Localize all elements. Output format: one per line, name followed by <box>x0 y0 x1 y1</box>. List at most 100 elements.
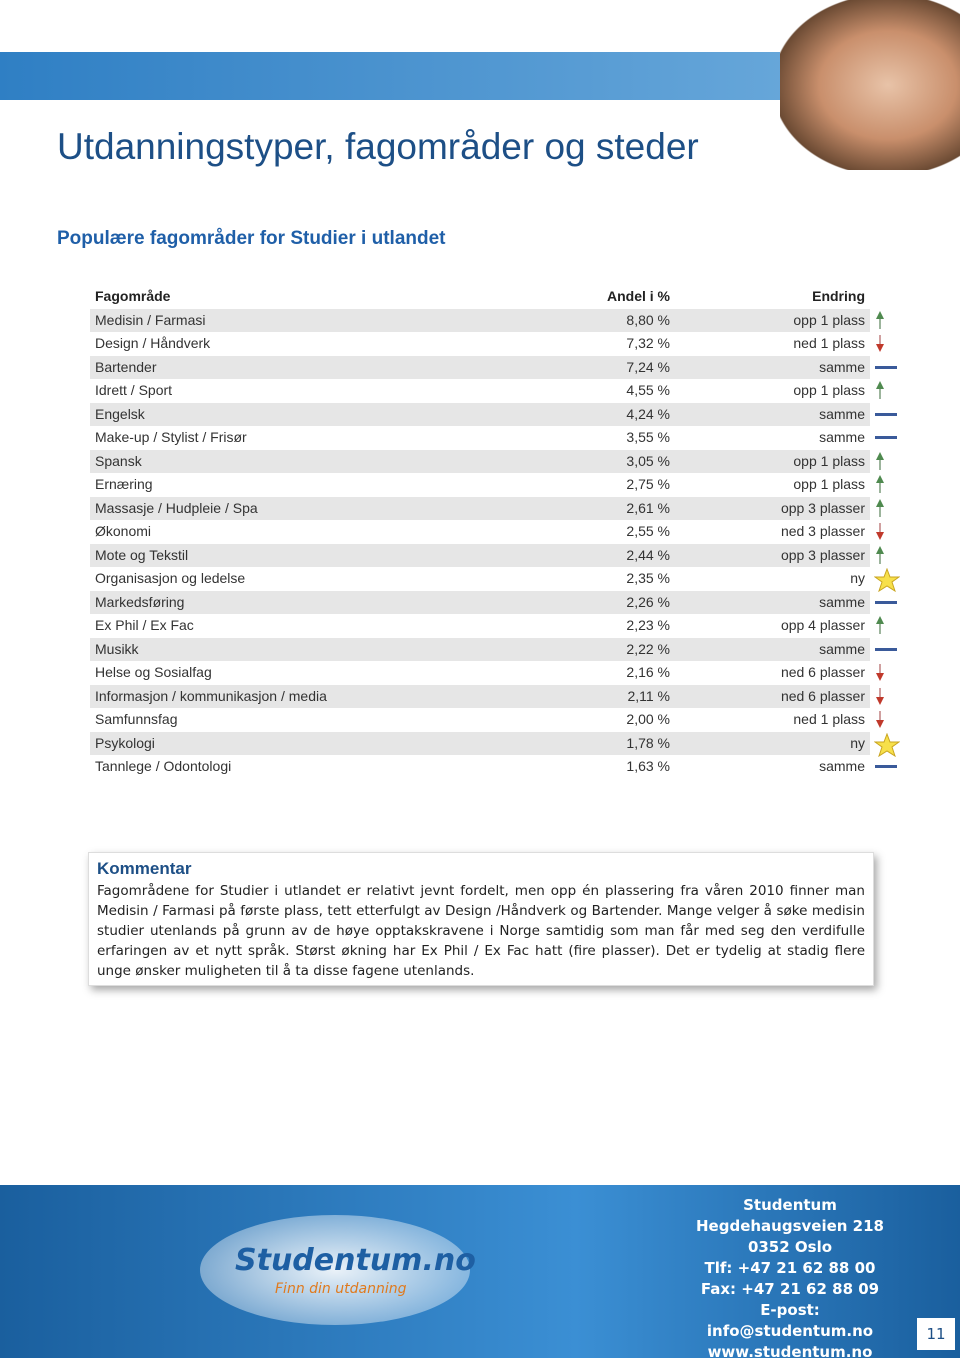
table-cell: opp 3 plasser <box>780 499 865 516</box>
table-cell: Helse og Sosialfag <box>95 664 212 680</box>
table-cell: samme <box>819 758 865 774</box>
change-icon <box>874 380 886 408</box>
change-icon <box>874 451 886 479</box>
table-row: Tannlege / Odontologi 1,63 % samme <box>90 755 897 779</box>
table-row: Design / Håndverk 7,32 % ned 1 plass <box>90 332 884 356</box>
table-cell: Informasjon / kommunikasjon / media <box>95 687 327 704</box>
table-cell: 2,00 % <box>626 711 670 727</box>
table-cell: 3,55 % <box>626 429 670 445</box>
table-cell: Bartender <box>95 358 157 375</box>
table-cell: 2,44 % <box>626 546 670 563</box>
table-row: Massasje / Hudpleie / Spa 2,61 % opp 3 pla… <box>90 496 884 520</box>
table-cell: Mote og Tekstil <box>95 546 189 563</box>
address-line: Studentum <box>743 1196 837 1214</box>
table-row: Engelsk 4,24 % samme <box>90 402 897 426</box>
change-icon <box>874 474 886 502</box>
table-row: Ex Phil / Ex Fac 2,23 % opp 4 plasser <box>90 614 884 638</box>
change-icon <box>874 615 886 643</box>
change-icon <box>874 521 886 549</box>
table-cell: ned 1 plass <box>793 335 865 351</box>
comment-title: Kommentar <box>97 859 192 878</box>
table-cell: Organisasjon og ledelse <box>95 570 246 586</box>
change-icon <box>874 333 886 361</box>
change-icon <box>874 639 898 667</box>
table-row: Organisasjon og ledelse 2,35 % ny <box>90 567 901 593</box>
header-photo <box>780 0 960 170</box>
table-cell: 8,80 % <box>626 311 670 328</box>
change-icon <box>873 567 901 600</box>
table-cell: samme <box>819 640 865 657</box>
table-cell: opp 1 plass <box>793 382 865 398</box>
table-cell: Ernæring <box>95 476 153 492</box>
table-cell: Spansk <box>95 452 142 469</box>
table-cell: ned 3 plasser <box>780 523 865 539</box>
logo-tagline: Finn din utdanning <box>275 1281 407 1297</box>
table-row: Musikk 2,22 % samme <box>90 637 897 661</box>
table-row: Idrett / Sport 4,55 % opp 1 plass <box>90 379 884 403</box>
table-cell: Tannlege / Odontologi <box>95 758 232 774</box>
table: Fagområde Andel i % Endring Medisin / Fa… <box>90 285 901 779</box>
table-cell: opp 3 plasser <box>780 546 865 563</box>
table-cell: ny <box>850 570 865 586</box>
footer-band <box>0 1185 960 1358</box>
change-icon <box>874 427 898 455</box>
address-line: 0352 Oslo <box>747 1238 833 1256</box>
table-cell: samme <box>819 429 865 445</box>
table-cell: Engelsk <box>95 405 145 422</box>
table-row: Informasjon / kommunikasjon / media 2,11 … <box>90 684 884 708</box>
table-cell: Ex Phil / Ex Fac <box>95 617 194 633</box>
table-cell: 2,75 % <box>626 476 670 492</box>
table-row: Medisin / Farmasi 8,80 % opp 1 plass <box>90 308 884 332</box>
table-cell: Design / Håndverk <box>95 335 211 351</box>
table-cell: 1,63 % <box>626 758 670 774</box>
table-cell: 1,78 % <box>626 734 670 751</box>
table-cell: opp 1 plass <box>793 476 865 492</box>
table-cell: 2,11 % <box>627 687 670 704</box>
page-number: 11 <box>917 1318 955 1350</box>
change-icon <box>874 709 886 737</box>
logo: Studentum.no Finn din utdanning <box>200 1215 476 1325</box>
address-line: Fax: +47 21 62 88 09 <box>700 1280 880 1298</box>
table-cell: Samfunnsfag <box>95 711 178 727</box>
address-line: Hegdehaugsveien 218 <box>696 1217 884 1235</box>
table-cell: 7,24 % <box>626 358 670 375</box>
logo-text: Studentum.no <box>235 1243 476 1278</box>
change-icon <box>874 592 898 620</box>
table-cell: samme <box>819 405 865 422</box>
table-header: Fagområde Andel i % Endring <box>90 285 870 309</box>
table-cell: 4,24 % <box>626 405 670 422</box>
table-cell: opp 1 plass <box>793 452 865 469</box>
table-row: Økonomi 2,55 % ned 3 plasser <box>90 520 884 544</box>
change-icon <box>874 756 898 784</box>
table-cell: 3,05 % <box>626 452 670 469</box>
table-cell: opp 4 plasser <box>780 617 865 633</box>
table-cell: opp 1 plass <box>793 311 865 328</box>
table-row: Make-up / Stylist / Frisør 3,55 % samme <box>90 426 897 450</box>
table-cell: 2,26 % <box>626 593 670 610</box>
address-line: E-post: info@studentum.no <box>706 1301 874 1340</box>
table-row: Psykologi 1,78 % ny <box>90 731 901 757</box>
table-cell: samme <box>819 358 865 375</box>
table-cell: 7,32 % <box>626 335 670 351</box>
table-row: Markedsføring 2,26 % samme <box>90 590 897 614</box>
table-row: Mote og Tekstil 2,44 % opp 3 plasser <box>90 543 884 567</box>
table-row: Ernæring 2,75 % opp 1 plass <box>90 473 884 497</box>
table-cell: Idrett / Sport <box>95 382 173 398</box>
table-cell: Make-up / Stylist / Frisør <box>95 429 247 445</box>
table-cell: ned 6 plasser <box>780 664 865 680</box>
table-cell: 2,55 % <box>626 523 670 539</box>
change-icon <box>874 545 886 573</box>
table-row: Bartender 7,24 % samme <box>90 355 897 379</box>
table-cell: ned 1 plass <box>793 711 865 727</box>
address: Studentum Hegdehaugsveien 218 0352 Oslo Tlf… <box>690 1195 890 1358</box>
table-cell: Økonomi <box>95 523 152 539</box>
table-row: Samfunnsfag 2,00 % ned 1 plass <box>90 708 884 732</box>
change-icon <box>874 310 886 338</box>
change-icon <box>874 404 898 432</box>
table-cell: ny <box>850 734 865 751</box>
table-cell: 2,23 % <box>626 617 670 633</box>
table-row: Spansk 3,05 % opp 1 plass <box>90 449 884 473</box>
table-cell: Medisin / Farmasi <box>95 311 206 328</box>
column-header: Andel i % <box>606 288 670 304</box>
